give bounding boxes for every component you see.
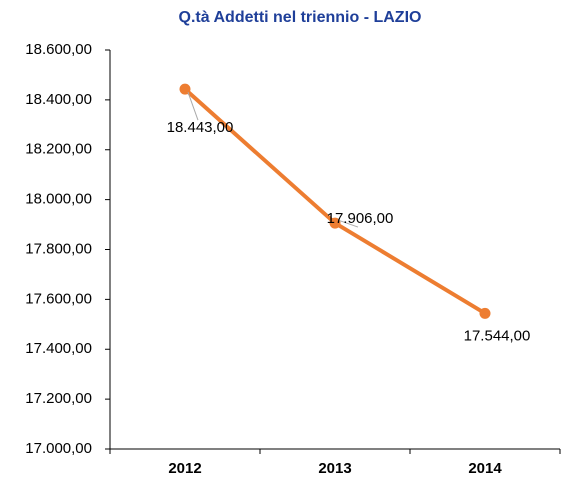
x-tick-label: 2014	[468, 460, 502, 477]
marker	[179, 83, 191, 95]
marker	[329, 217, 341, 229]
y-tick-label: 17.000,00	[25, 440, 92, 457]
y-tick-label: 18.600,00	[25, 41, 92, 58]
chart-title: Q.tà Addetti nel triennio - LAZIO	[179, 9, 422, 26]
marker	[479, 307, 491, 319]
y-tick-label: 18.000,00	[25, 191, 92, 208]
y-tick-label: 17.800,00	[25, 240, 92, 257]
leader-line	[187, 91, 199, 121]
y-tick-label: 17.400,00	[25, 340, 92, 357]
x-tick-label: 2013	[318, 460, 351, 477]
data-label: 17.906,00	[327, 210, 394, 227]
y-tick-label: 17.600,00	[25, 290, 92, 307]
data-label: 18.443,00	[167, 119, 234, 136]
y-tick-label: 17.200,00	[25, 390, 92, 407]
y-tick-label: 18.400,00	[25, 91, 92, 108]
data-label: 17.544,00	[464, 327, 531, 344]
x-tick-label: 2012	[168, 460, 201, 477]
y-tick-label: 18.200,00	[25, 141, 92, 158]
leader-line	[337, 219, 359, 228]
